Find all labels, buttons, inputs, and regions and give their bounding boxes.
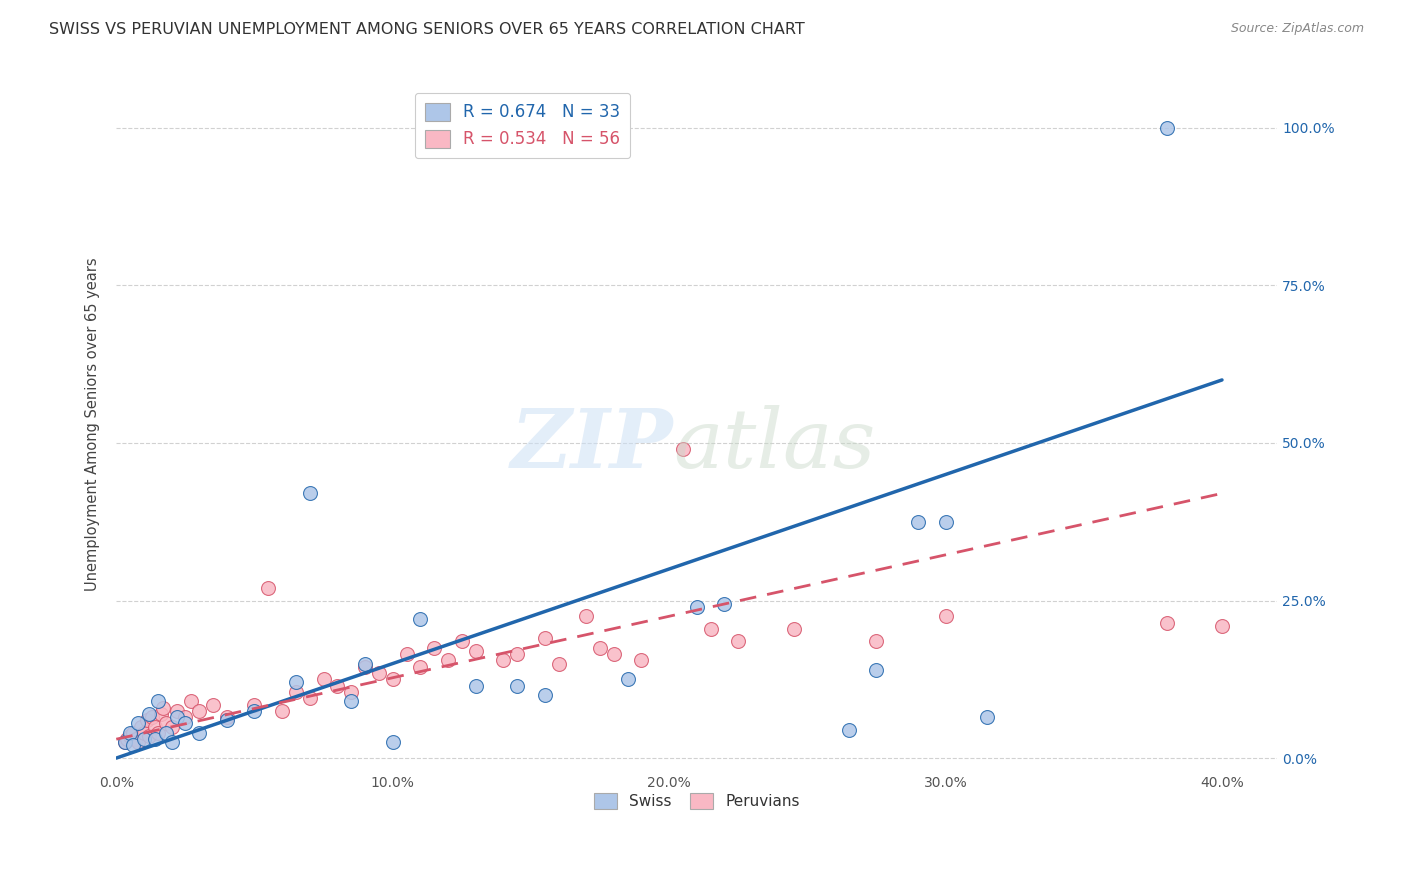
Point [188,704,211,718]
Point [114,735,136,749]
Point [160,720,183,734]
Point [464,679,486,693]
Point [215,713,238,727]
Point [152,700,174,714]
Point [174,716,197,731]
Point [166,710,188,724]
Point [492,653,515,667]
Point [180,694,202,708]
Point [155,726,177,740]
Point [243,698,266,712]
Point [865,663,887,677]
Point [464,644,486,658]
Point [271,704,294,718]
Point [132,726,155,740]
Point [138,729,160,743]
Point [132,732,155,747]
Point [160,735,183,749]
Text: SWISS VS PERUVIAN UNEMPLOYMENT AMONG SENIORS OVER 65 YEARS CORRELATION CHART: SWISS VS PERUVIAN UNEMPLOYMENT AMONG SEN… [49,22,806,37]
Point [121,726,143,740]
Point [381,735,404,749]
Point [450,634,472,648]
Text: ZIP: ZIP [510,405,673,485]
Point [143,720,166,734]
Point [838,723,860,737]
Point [575,609,598,624]
Point [907,515,929,529]
Point [138,706,160,721]
Text: Source: ZipAtlas.com: Source: ZipAtlas.com [1230,22,1364,36]
Point [409,612,432,626]
Point [298,691,321,706]
Point [298,486,321,500]
Point [1211,618,1233,632]
Point [533,688,555,702]
Point [935,609,957,624]
Point [423,640,446,655]
Point [395,647,418,661]
Point [146,694,169,708]
Point [437,653,460,667]
Point [547,657,569,671]
Y-axis label: Unemployment Among Seniors over 65 years: Unemployment Among Seniors over 65 years [86,257,100,591]
Point [354,657,377,671]
Point [243,704,266,718]
Point [603,647,626,661]
Point [1156,120,1178,135]
Point [121,739,143,753]
Point [284,675,307,690]
Text: atlas: atlas [673,405,876,485]
Point [782,622,804,636]
Point [727,634,749,648]
Point [381,673,404,687]
Point [117,732,139,747]
Point [155,716,177,731]
Point [367,665,389,680]
Point [713,597,735,611]
Point [129,720,152,734]
Point [127,716,149,731]
Point [141,710,163,724]
Point [188,726,211,740]
Point [340,694,363,708]
Point [312,673,335,687]
Point [149,706,172,721]
Point [120,726,142,740]
Point [630,653,652,667]
Point [124,732,146,747]
Point [935,515,957,529]
Point [166,704,188,718]
Point [340,685,363,699]
Point [672,442,695,457]
Point [976,710,998,724]
Point [699,622,721,636]
Point [616,673,638,687]
Point [143,732,166,747]
Point [135,713,157,727]
Point [506,679,529,693]
Point [686,599,709,614]
Point [589,640,612,655]
Point [257,581,280,595]
Point [1156,615,1178,630]
Legend: Swiss, Peruvians: Swiss, Peruvians [588,787,806,815]
Point [174,710,197,724]
Point [284,685,307,699]
Point [127,735,149,749]
Point [506,647,529,661]
Point [326,679,349,693]
Point [202,698,225,712]
Point [354,659,377,673]
Point [865,634,887,648]
Point [146,726,169,740]
Point [215,710,238,724]
Point [409,659,432,673]
Point [114,735,136,749]
Point [120,729,142,743]
Point [533,632,555,646]
